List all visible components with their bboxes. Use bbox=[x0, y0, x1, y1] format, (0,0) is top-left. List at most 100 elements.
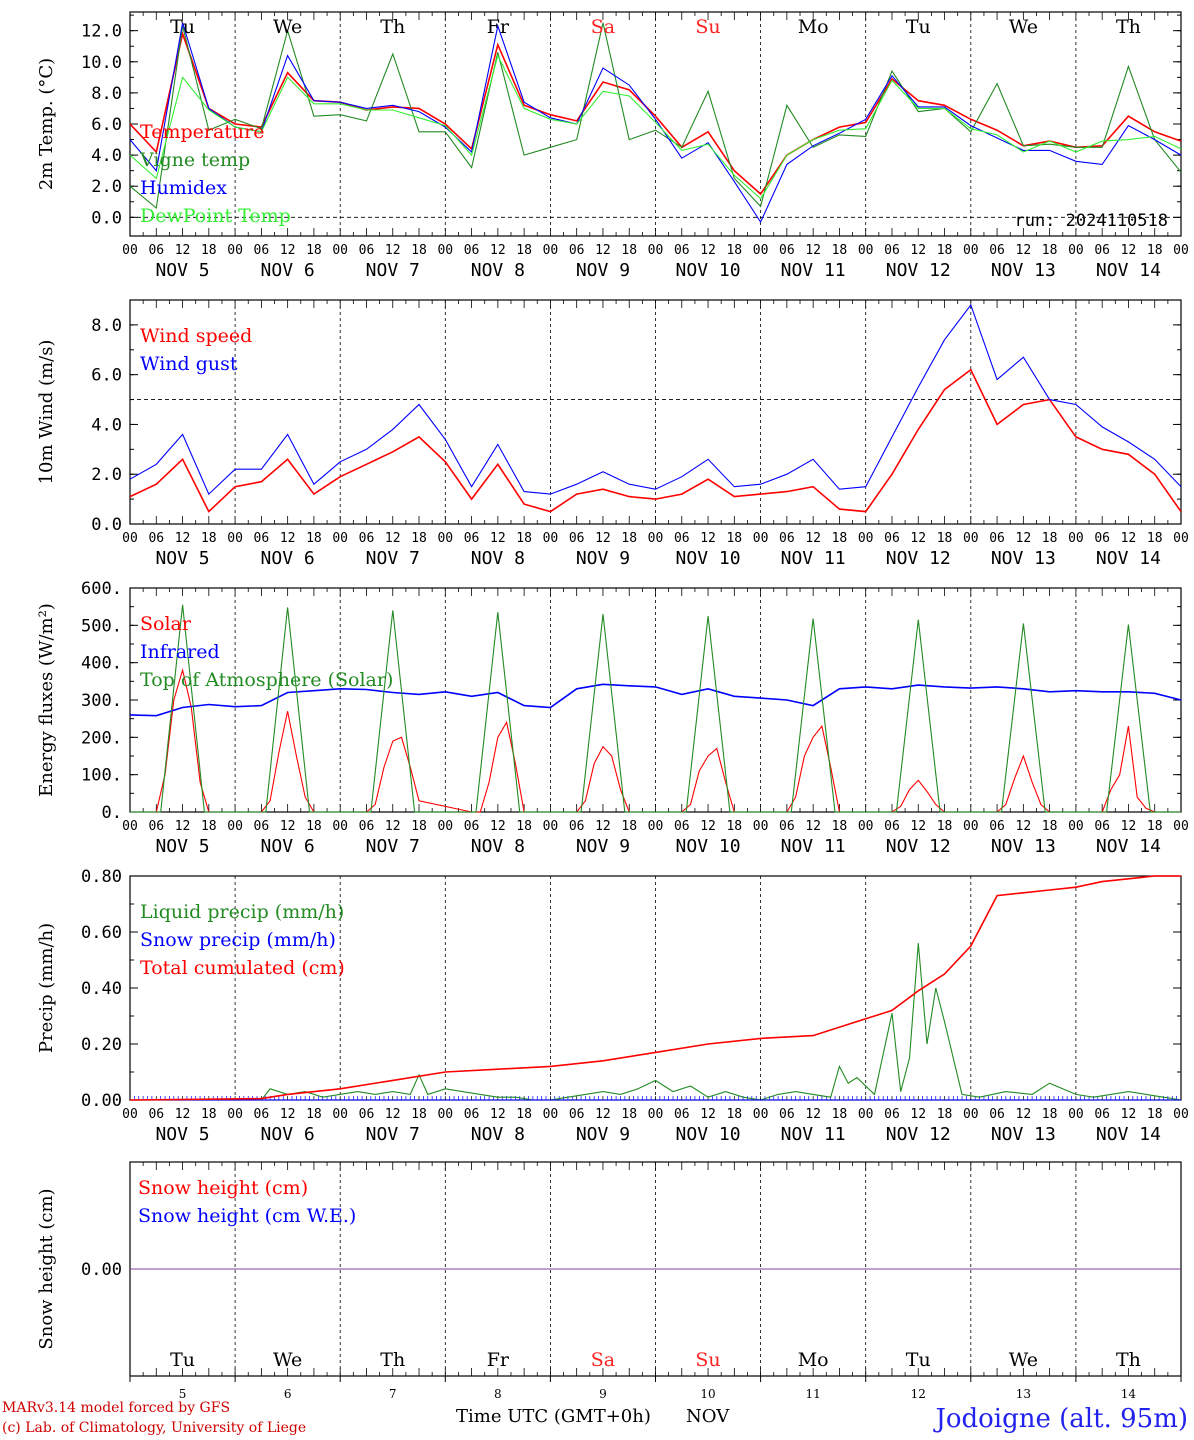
y-tick-label: 0.80 bbox=[81, 867, 122, 887]
hour-tick-label: 00 bbox=[543, 243, 559, 258]
hour-tick-label: 12 bbox=[175, 531, 191, 546]
legend-entry: Snow precip (mm/h) bbox=[140, 929, 336, 951]
hour-tick-label: 06 bbox=[1094, 243, 1110, 258]
hour-tick-label: 00 bbox=[122, 819, 138, 834]
day-name: Fr bbox=[487, 16, 510, 38]
date-label: NOV 13 bbox=[991, 836, 1056, 857]
date-label: NOV 11 bbox=[781, 836, 846, 857]
hour-tick-label: 12 bbox=[910, 531, 926, 546]
hour-tick-label: 18 bbox=[832, 819, 848, 834]
hour-tick-label: 12 bbox=[910, 1107, 926, 1122]
panel-frame bbox=[129, 299, 1182, 525]
hour-tick-label: 12 bbox=[805, 1107, 821, 1122]
date-label: NOV 12 bbox=[886, 260, 951, 281]
hour-tick-label: 12 bbox=[595, 531, 611, 546]
date-label: NOV 6 bbox=[261, 1124, 315, 1145]
date-label: NOV 8 bbox=[471, 1124, 525, 1145]
day-names-bottom: Tu 5 We 6 Th 7 Fr 8 Sa 9 Su 10 Mo 11 Tu 12 We 13 Th 14 bbox=[129, 1349, 1182, 1401]
y-tick-label: 0.20 bbox=[81, 1035, 122, 1055]
hour-tick-label: 00 bbox=[753, 243, 769, 258]
y-tick-label: 2.0 bbox=[91, 177, 122, 197]
hour-tick-label: 12 bbox=[700, 243, 716, 258]
hour-tick-label: 00 bbox=[1173, 531, 1189, 546]
y-tick-label: 8.0 bbox=[91, 84, 122, 104]
hour-tick-label: 00 bbox=[963, 1107, 979, 1122]
hour-tick-label: 18 bbox=[1147, 819, 1163, 834]
hour-tick-label: 06 bbox=[674, 531, 690, 546]
legend-entry: Top of Atmosphere (Solar) bbox=[140, 669, 393, 691]
day-number: 6 bbox=[284, 1387, 292, 1401]
hour-tick-label: 12 bbox=[385, 243, 401, 258]
hour-tick-label: 00 bbox=[332, 243, 348, 258]
hour-tick-label: 18 bbox=[201, 819, 217, 834]
series-line bbox=[129, 683, 1182, 717]
hour-tick-label: 00 bbox=[122, 531, 138, 546]
legend-entry: Snow height (cm) bbox=[138, 1177, 308, 1199]
hour-tick-label: 18 bbox=[306, 819, 322, 834]
date-label: NOV 11 bbox=[781, 1124, 846, 1145]
series-line bbox=[129, 30, 1182, 196]
day-number: 12 bbox=[911, 1387, 926, 1401]
hour-tick-label: 12 bbox=[385, 531, 401, 546]
hour-tick-label: 18 bbox=[621, 531, 637, 546]
day-name: We bbox=[1009, 16, 1038, 38]
hour-tick-label: 00 bbox=[858, 243, 874, 258]
hour-tick-label: 06 bbox=[464, 531, 480, 546]
y-tick-label: 400. bbox=[81, 654, 122, 674]
date-label: NOV 14 bbox=[1096, 1124, 1161, 1145]
y-tick-label: 10.0 bbox=[81, 53, 122, 73]
y-tick-label: 600. bbox=[81, 579, 122, 599]
panel-frame bbox=[129, 11, 1182, 237]
hour-tick-label: 06 bbox=[884, 1107, 900, 1122]
date-label: NOV 10 bbox=[676, 836, 741, 857]
hour-tick-label: 12 bbox=[280, 1107, 296, 1122]
hour-tick-label: 12 bbox=[805, 819, 821, 834]
hour-tick-label: 06 bbox=[1094, 531, 1110, 546]
y-tick-label: 6.0 bbox=[91, 115, 122, 135]
hour-tick-label: 06 bbox=[569, 1107, 585, 1122]
hour-tick-label: 00 bbox=[543, 1107, 559, 1122]
hour-tick-label: 06 bbox=[674, 1107, 690, 1122]
y-tick-label: 2.0 bbox=[91, 465, 122, 485]
day-name: Sa bbox=[591, 16, 615, 38]
date-label: NOV 9 bbox=[576, 548, 630, 569]
hour-tick-label: 18 bbox=[1042, 243, 1058, 258]
day-number: 11 bbox=[806, 1387, 821, 1401]
hour-tick-label: 00 bbox=[1068, 819, 1084, 834]
hour-tick-label: 06 bbox=[989, 819, 1005, 834]
hour-tick-label: 12 bbox=[1016, 819, 1032, 834]
hour-tick-label: 18 bbox=[306, 1107, 322, 1122]
y-tick-label: 4.0 bbox=[91, 415, 122, 435]
hour-tick-label: 18 bbox=[832, 1107, 848, 1122]
date-label: NOV 9 bbox=[576, 1124, 630, 1145]
day-name: Th bbox=[380, 1349, 405, 1371]
date-label: NOV 5 bbox=[155, 1124, 209, 1145]
date-label: NOV 13 bbox=[991, 260, 1056, 281]
hour-tick-label: 00 bbox=[858, 819, 874, 834]
hour-tick-label: 06 bbox=[148, 1107, 164, 1122]
hour-tick-label: 12 bbox=[595, 243, 611, 258]
day-name: Fr bbox=[487, 1349, 510, 1371]
date-label: NOV 8 bbox=[471, 836, 525, 857]
day-name: Tu bbox=[170, 16, 195, 38]
hour-tick-label: 00 bbox=[437, 531, 453, 546]
copyright-credit: (c) Lab. of Climatology, University of L… bbox=[2, 1420, 307, 1436]
date-label: NOV 5 bbox=[155, 548, 209, 569]
hour-tick-label: 12 bbox=[700, 819, 716, 834]
hour-tick-label: 00 bbox=[648, 531, 664, 546]
y-axis-label: Precip (mm/h) bbox=[36, 923, 57, 1053]
legend-entry: Temperature bbox=[140, 121, 264, 143]
date-label: NOV 10 bbox=[676, 548, 741, 569]
y-tick-label: 500. bbox=[81, 616, 122, 636]
date-label: NOV 10 bbox=[676, 260, 741, 281]
hour-tick-label: 00 bbox=[648, 243, 664, 258]
series-line bbox=[129, 22, 1182, 224]
hour-tick-label: 00 bbox=[753, 1107, 769, 1122]
hour-tick-label: 06 bbox=[359, 243, 375, 258]
hour-tick-label: 18 bbox=[937, 243, 953, 258]
hour-tick-label: 18 bbox=[516, 531, 532, 546]
day-name: Mo bbox=[798, 16, 829, 38]
hour-tick-label: 00 bbox=[332, 1107, 348, 1122]
hour-tick-label: 18 bbox=[1147, 1107, 1163, 1122]
hour-tick-label: 06 bbox=[989, 1107, 1005, 1122]
